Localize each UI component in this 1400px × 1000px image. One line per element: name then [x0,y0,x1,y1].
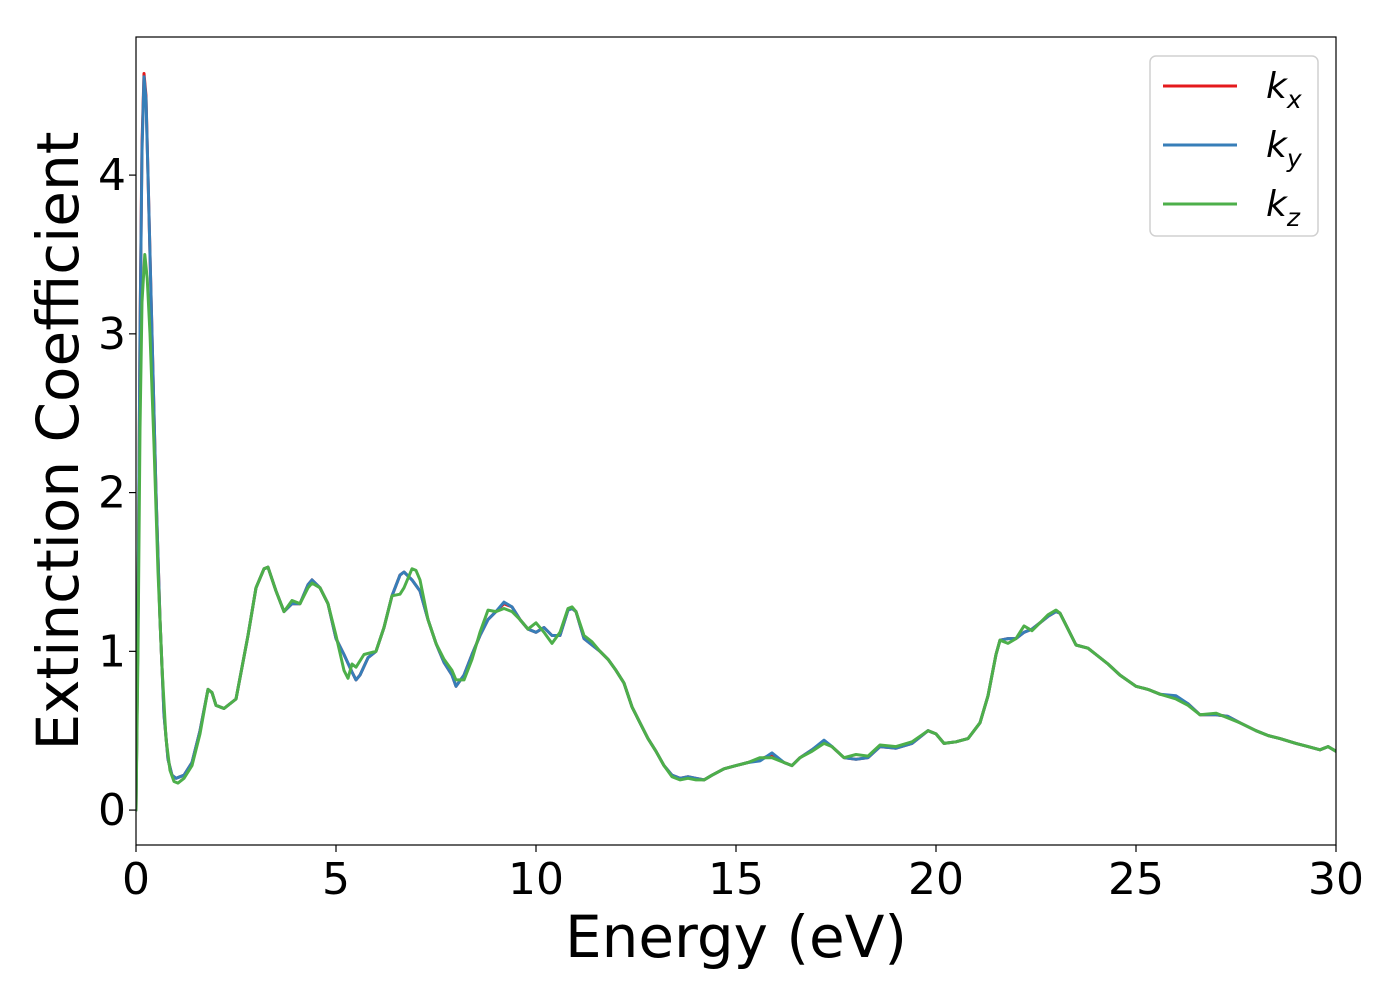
x-tick-label: 0 [122,854,150,905]
legend-label-k-y: ky [1266,125,1303,173]
y-axis-title: Extinction Coefficient [24,132,92,751]
y-tick-label: 3 [98,309,126,360]
x-tick-label: 20 [908,854,964,905]
x-axis: 0 5 10 15 20 25 30 [122,845,1364,905]
series-line-k-z [136,253,1336,812]
legend-label-k-x: kx [1266,66,1302,114]
legend-label-k-z: kz [1266,184,1301,232]
x-tick-label: 30 [1308,854,1364,905]
x-axis-title: Energy (eV) [565,903,907,971]
y-tick-label: 1 [98,626,126,677]
legend: kx ky kz [1149,55,1319,237]
y-tick-label: 2 [98,468,126,519]
y-tick-label: 0 [98,785,126,836]
x-tick-label: 5 [322,854,350,905]
x-tick-label: 15 [708,854,764,905]
x-tick-label: 10 [508,854,564,905]
x-tick-label: 25 [1108,854,1164,905]
series-layer [136,72,1336,812]
y-tick-label: 4 [98,150,126,201]
y-axis: 0 1 2 3 4 [98,150,136,836]
